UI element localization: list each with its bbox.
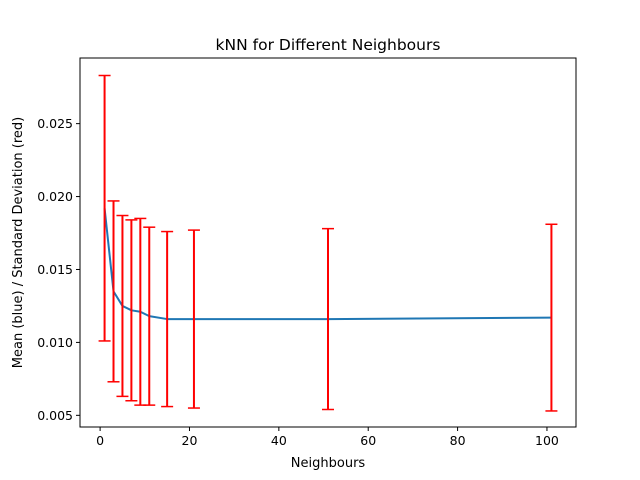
error-bar — [98, 74, 111, 342]
x-axis: 0 20 40 60 80 100 — [96, 427, 559, 448]
error-bar — [107, 200, 120, 383]
mean-line — [103, 208, 552, 321]
x-tick-label: 80 — [450, 433, 466, 448]
chart-title: kNN for Different Neighbours — [216, 36, 441, 54]
y-tick-label: 0.010 — [37, 335, 73, 350]
plot-frame — [79, 57, 577, 428]
x-tick-label: 40 — [271, 433, 287, 448]
x-tick-label: 60 — [360, 433, 376, 448]
y-axis: 0.005 0.010 0.015 0.020 0.025 — [37, 116, 80, 423]
error-bar — [545, 223, 558, 412]
error-bar — [187, 229, 200, 409]
error-bar — [161, 230, 174, 408]
error-bar — [125, 219, 138, 402]
y-tick-label: 0.015 — [37, 262, 73, 277]
x-tick-label: 0 — [96, 433, 104, 448]
y-tick-label: 0.025 — [37, 116, 73, 131]
plot-layer — [98, 74, 558, 412]
error-bar — [322, 227, 334, 411]
error-bar — [116, 214, 129, 398]
x-axis-label: Neighbours — [291, 456, 366, 471]
x-tick-label: 100 — [535, 433, 559, 448]
y-tick-label: 0.020 — [37, 189, 73, 204]
y-tick-label: 0.005 — [37, 408, 73, 423]
error-bar — [143, 226, 156, 406]
y-axis-label: Mean (blue) / Standard Deviation (red) — [11, 117, 26, 368]
x-tick-label: 20 — [182, 433, 198, 448]
